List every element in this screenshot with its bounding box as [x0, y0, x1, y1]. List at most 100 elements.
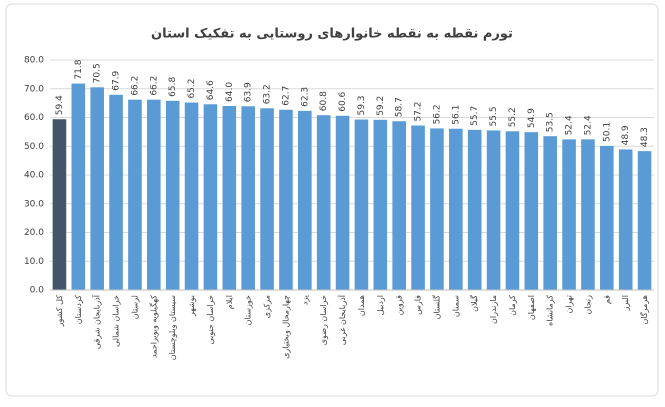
- bar: [298, 110, 312, 290]
- bar: [71, 83, 86, 290]
- x-tick-label: آذربایجان شرقی: [92, 294, 102, 349]
- x-tick-label: هرمزگان: [639, 295, 649, 324]
- bar: [411, 125, 425, 290]
- value-label: 58.7: [395, 97, 405, 117]
- x-tick-label: لرستان: [130, 295, 139, 319]
- bar: [637, 151, 652, 290]
- value-label: 65.8: [168, 77, 178, 97]
- x-tick-label: کرمانشاه: [546, 295, 555, 326]
- x-tick-label: گلستان: [431, 295, 441, 320]
- x-tick-label: چهارمحال وبختیاری: [281, 295, 290, 359]
- x-tick-label: خوزستان: [244, 295, 253, 325]
- x-tick-label: کل کشور: [55, 295, 64, 328]
- x-tick-label: تهران: [565, 295, 574, 313]
- value-label: 71.8: [74, 59, 84, 79]
- value-label: 54.9: [527, 108, 537, 128]
- x-tick-label: البرز: [621, 295, 630, 311]
- value-label: 63.9: [244, 82, 254, 102]
- value-label: 62.3: [300, 87, 310, 107]
- value-label: 48.9: [621, 125, 631, 145]
- value-label: 64.0: [225, 82, 235, 102]
- chart-title: تورم نقطه به نقطه خانوارهای روستایی به ت…: [151, 27, 513, 42]
- x-tick-label: اردبیل: [376, 295, 385, 315]
- value-label: 53.5: [546, 112, 556, 132]
- x-tick-label: مرکزی: [263, 295, 272, 318]
- x-tick-label: قم: [602, 295, 611, 304]
- bar: [335, 115, 350, 291]
- bar: [109, 94, 123, 290]
- bar: [430, 128, 444, 290]
- bar: [184, 102, 199, 290]
- value-label: 56.1: [451, 105, 461, 125]
- value-label: 55.5: [489, 106, 499, 126]
- y-tick-label: 80.0: [24, 56, 44, 66]
- bar: [316, 115, 331, 290]
- y-tick-label: 50.0: [24, 142, 44, 152]
- bar: [90, 87, 104, 290]
- x-tick-label: خراسان رضوی: [319, 295, 328, 345]
- bar: [524, 132, 539, 290]
- x-tick-label: آذربایجان غربی: [337, 294, 347, 345]
- x-tick-label: بوشهر: [187, 295, 196, 317]
- x-tick-label: خراسان جنوبی: [206, 295, 215, 345]
- value-label: 59.3: [357, 95, 367, 115]
- x-tick-label: کردستان: [74, 295, 83, 324]
- x-tick-label: گیلان: [469, 295, 479, 312]
- x-tick-label: سمنان: [451, 295, 460, 317]
- x-tick-label: خراسان شمالی: [112, 295, 121, 347]
- value-label: 59.2: [376, 96, 386, 116]
- value-label: 55.7: [470, 106, 480, 126]
- value-label: 66.2: [149, 76, 159, 96]
- bar: [486, 130, 501, 290]
- value-label: 62.7: [281, 86, 291, 106]
- x-tick-label: فارس: [414, 295, 423, 315]
- y-tick-label: 10.0: [24, 257, 44, 267]
- y-tick-label: 60.0: [24, 113, 44, 123]
- bar: [449, 128, 463, 290]
- bar: [260, 108, 274, 290]
- x-tick-label: کهگیلویه وبویراحمد: [148, 295, 158, 358]
- bar: [505, 131, 520, 290]
- value-label: 60.8: [319, 91, 329, 111]
- value-label: 66.2: [130, 76, 140, 96]
- y-tick-label: 70.0: [24, 84, 44, 94]
- bar: [354, 119, 369, 290]
- y-tick-label: 0.0: [30, 286, 45, 296]
- bar: [222, 106, 237, 290]
- bar: [543, 136, 557, 290]
- x-tick-label: یزد: [300, 295, 309, 305]
- x-tick-label: زنجان: [583, 295, 592, 315]
- value-label: 56.2: [432, 104, 442, 124]
- bar: [373, 119, 388, 290]
- bar: [147, 99, 161, 290]
- y-tick-label: 20.0: [24, 228, 44, 238]
- value-label: 59.4: [55, 95, 65, 115]
- value-label: 64.6: [206, 80, 216, 100]
- x-tick-label: همدان: [357, 295, 366, 316]
- y-tick-label: 40.0: [24, 171, 44, 181]
- y-tick-label: 30.0: [24, 199, 44, 209]
- bar: [562, 139, 576, 290]
- value-label: 63.2: [263, 84, 273, 104]
- value-label: 52.4: [583, 115, 593, 135]
- bar: [241, 106, 255, 290]
- x-tick-label: سیستان وبلوچستان: [168, 295, 177, 361]
- x-tick-label: ایلام: [225, 295, 234, 309]
- value-label: 52.4: [565, 115, 575, 135]
- bar: [581, 139, 595, 290]
- value-label: 55.2: [508, 107, 518, 127]
- value-label: 65.2: [187, 79, 197, 99]
- bar: [203, 104, 218, 291]
- bar: [467, 129, 482, 290]
- value-label: 50.1: [602, 122, 612, 142]
- value-label: 70.5: [93, 63, 103, 83]
- x-tick-label: کرمان: [508, 295, 517, 316]
- x-tick-label: قزوین: [395, 295, 404, 316]
- bar: [618, 149, 633, 290]
- bar: [165, 100, 180, 290]
- x-tick-label: اصفهان: [527, 295, 536, 320]
- bar: [279, 109, 293, 290]
- x-tick-label: مازندران: [489, 295, 498, 324]
- value-label: 60.6: [338, 91, 348, 111]
